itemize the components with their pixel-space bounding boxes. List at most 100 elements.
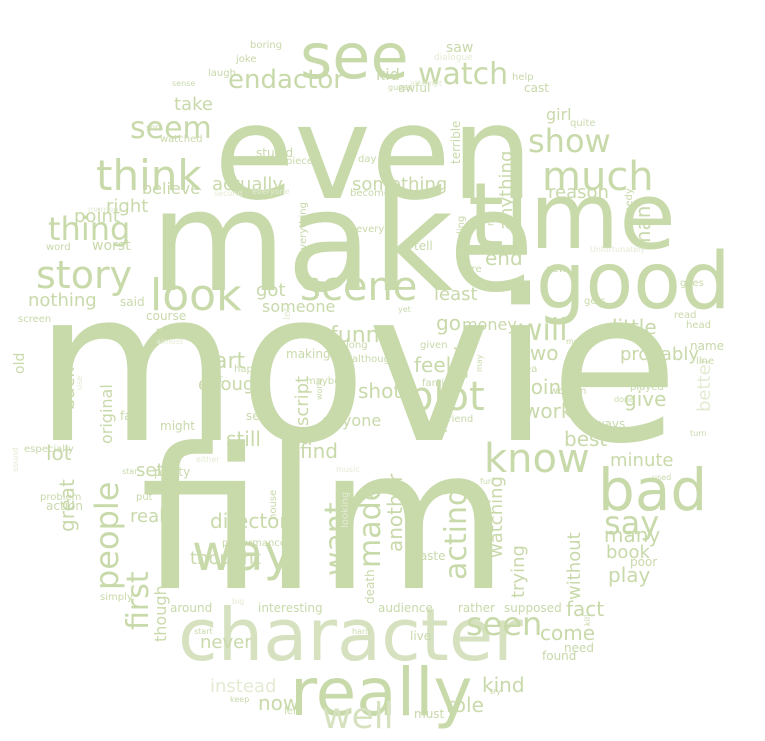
word-still: still (226, 427, 261, 451)
word-need: need (564, 641, 594, 655)
word-must: must (414, 707, 445, 721)
word-waste: waste (410, 549, 446, 563)
word-watch: watch (418, 57, 508, 92)
word-instead: instead (210, 676, 276, 697)
word-though: though (151, 585, 170, 642)
word-always: always (584, 417, 625, 431)
word-least: least (434, 284, 478, 305)
word-friend: friend (444, 414, 473, 425)
word-second: second (214, 189, 243, 198)
word-well: well (322, 696, 394, 737)
word-made: made (353, 483, 388, 568)
word-act: act (230, 480, 246, 491)
word-audience: audience (378, 601, 433, 615)
word-may: may (475, 354, 484, 372)
word-girl: girl (546, 105, 572, 124)
word-acting: acting (439, 487, 474, 580)
word-course: course (146, 309, 186, 323)
word-big: big (232, 597, 244, 606)
word-trying: trying (508, 545, 529, 598)
word-will: will (518, 313, 568, 348)
word-minute: minute (610, 450, 673, 471)
word-reason: reason (548, 182, 609, 203)
word-done: done (614, 395, 634, 404)
word-yet: yet (398, 305, 411, 314)
word-money: money (462, 315, 517, 334)
word-someone: someone (262, 297, 335, 316)
word-work: work (524, 399, 573, 423)
word-around: around (170, 601, 212, 615)
word-go: go (436, 311, 461, 335)
word-story: story (36, 253, 132, 297)
word-scene: scene (300, 264, 417, 310)
word-director: director (210, 509, 288, 533)
word-something: something (352, 174, 447, 195)
word-name: name (690, 339, 724, 353)
word-funny: funny (330, 323, 393, 348)
word-best: best (564, 427, 607, 451)
word-endactor: endactor (228, 65, 344, 95)
word-think: think (96, 151, 202, 200)
word-another: another (383, 473, 407, 552)
word-might: might (160, 419, 195, 433)
word-become: become (350, 188, 390, 199)
word-word: word (46, 242, 71, 253)
word-problem: problem (40, 492, 81, 503)
word-played: played (630, 382, 664, 393)
word-people: people (88, 482, 126, 590)
word-sure: sure (460, 264, 482, 275)
word-cast: cast (524, 81, 549, 95)
word-fun: fun (480, 477, 493, 486)
word-screen: screen (18, 314, 51, 325)
word-thought: thought (190, 548, 261, 569)
word-world: world (315, 378, 324, 400)
word-although: although (352, 354, 396, 365)
word-better: better (694, 356, 715, 412)
word-thing: thing (48, 210, 130, 248)
word-idea: idea (516, 364, 537, 375)
word-make: make (150, 161, 534, 324)
word-set: set (136, 460, 164, 481)
word-worst: worst (92, 238, 131, 254)
word-mean: mean (566, 337, 589, 346)
word-put: put (136, 492, 153, 503)
word-maybe: maybe (306, 376, 340, 387)
word-head: head (686, 320, 711, 331)
word-far: far (487, 214, 496, 226)
word-moment: moment (88, 205, 122, 214)
word-guy: guy (448, 346, 469, 380)
word-even: even (214, 77, 533, 229)
word-look: look (150, 270, 242, 321)
word-laugh: laugh (208, 68, 236, 79)
word-great: great (55, 479, 79, 532)
word-saw: saw (446, 40, 473, 56)
word-especially: especially (24, 444, 74, 455)
word-find: find (300, 439, 338, 463)
word-character: character (178, 593, 523, 677)
word-poor: poor (630, 555, 657, 569)
word-kid: kid (376, 65, 400, 84)
word-feel: feel (414, 353, 451, 377)
word-life: life (418, 413, 448, 437)
word-seem: seem (130, 111, 212, 146)
word-bit: bit (210, 374, 223, 385)
word-tell: tell (414, 239, 433, 253)
word-come: come (540, 621, 595, 645)
word-supposed: supposed (504, 601, 562, 615)
word-stupid: stupid (256, 146, 293, 160)
word-help: help (512, 72, 534, 83)
word-music: music (336, 465, 360, 474)
word-start: start (194, 627, 213, 636)
word-enough: enough (198, 374, 266, 395)
word-line: line (696, 356, 714, 367)
word-much: much (542, 154, 654, 200)
word-woman: woman (550, 386, 587, 397)
word-action: action (46, 499, 83, 513)
word-looking: looking (340, 492, 351, 528)
word-ending: ending (456, 216, 467, 250)
word-back: back (58, 367, 79, 410)
word-many: many (604, 523, 660, 547)
word-piece: piece (286, 156, 313, 167)
word-take: take (174, 94, 213, 115)
